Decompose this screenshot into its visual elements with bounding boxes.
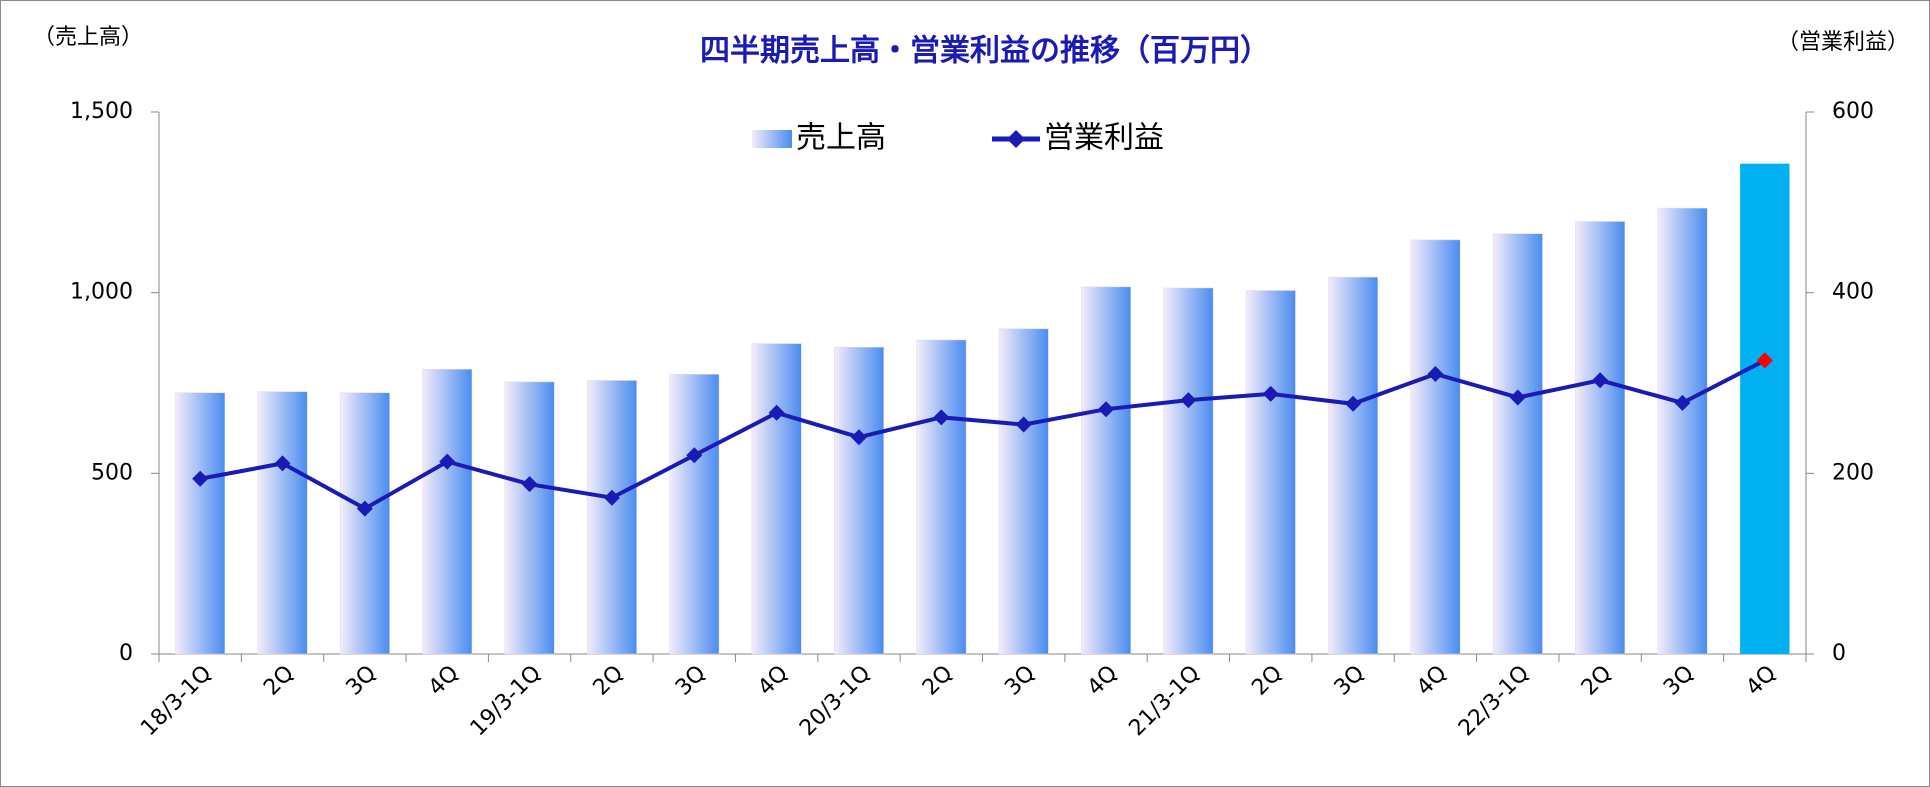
marker <box>1098 401 1115 418</box>
bar <box>669 374 720 655</box>
marker <box>1674 394 1691 411</box>
y-axis-title: （売上高） <box>33 25 143 50</box>
legend-marker <box>1007 130 1025 148</box>
bar <box>1081 286 1131 655</box>
marker <box>686 447 703 464</box>
marker <box>768 404 785 421</box>
bar <box>586 380 637 655</box>
legend-swatch <box>752 130 792 148</box>
bar <box>422 369 473 655</box>
bar <box>257 391 308 655</box>
y-tick-label: 500 <box>91 460 133 485</box>
marker <box>192 470 209 487</box>
bar <box>1410 239 1461 655</box>
marker <box>603 489 620 506</box>
bar <box>1492 233 1543 655</box>
bar <box>175 392 226 655</box>
marker <box>274 455 291 472</box>
line <box>199 358 1766 511</box>
bar <box>1163 287 1214 655</box>
bar <box>751 343 802 655</box>
marker <box>1592 372 1609 389</box>
y-tick-label: 0 <box>119 641 133 666</box>
bar <box>1740 163 1790 655</box>
marker <box>1756 352 1773 369</box>
y2-tick-label: 600 <box>1832 99 1874 124</box>
marker <box>1262 385 1279 402</box>
bar <box>998 328 1049 655</box>
y2-tick-label: 400 <box>1832 280 1874 305</box>
y2-axis-title: （営業利益） <box>1777 30 1909 55</box>
y2-tick-label: 0 <box>1832 641 1846 666</box>
marker <box>1427 365 1444 382</box>
bar <box>1657 207 1708 655</box>
marker <box>1345 395 1362 412</box>
marker <box>1015 416 1032 433</box>
bar <box>339 392 390 655</box>
legend-label: 営業利益 <box>1044 121 1164 156</box>
bar <box>1328 276 1379 655</box>
marker <box>933 409 950 426</box>
marker <box>1180 392 1197 409</box>
y2-tick-label: 200 <box>1832 460 1874 485</box>
marker <box>521 476 538 493</box>
y-tick-label: 1,500 <box>70 99 133 124</box>
bar <box>1575 221 1626 655</box>
marker <box>1509 389 1526 406</box>
marker <box>439 453 456 470</box>
bar <box>504 381 555 655</box>
marker <box>356 500 373 517</box>
bar <box>916 339 967 655</box>
y-tick-label: 1,000 <box>70 280 133 305</box>
marker <box>850 429 867 446</box>
bar <box>1245 290 1296 655</box>
bar <box>834 346 884 655</box>
chart-title: 四半期売上高・営業利益の推移（百万円） <box>700 34 1270 69</box>
legend-label: 売上高 <box>796 121 886 156</box>
